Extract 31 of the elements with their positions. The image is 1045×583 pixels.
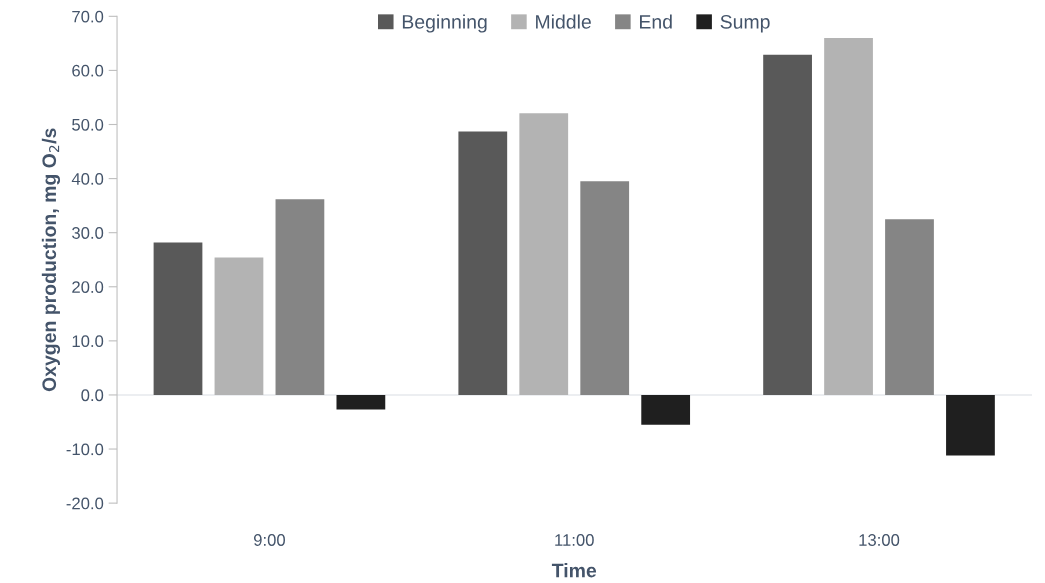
y-tick-label: 30.0	[72, 227, 104, 239]
bar	[641, 394, 691, 425]
y-tick-label: 20.0	[72, 281, 104, 293]
legend-label: Sump	[720, 14, 770, 33]
bar	[885, 219, 934, 395]
x-tick-label: 11:00	[555, 534, 594, 546]
y-tick-label: 70.0	[72, 10, 104, 23]
y-tick-label: -20.0	[66, 497, 104, 510]
x-tick-label: 9:00	[254, 534, 285, 546]
bar	[946, 394, 995, 456]
legend-label: Beginning	[402, 14, 487, 33]
bar	[458, 131, 508, 395]
bar	[275, 199, 325, 395]
x-axis-title: Time	[551, 563, 597, 578]
legend-label: Middle	[536, 14, 591, 29]
bar	[519, 113, 569, 395]
bar	[763, 54, 812, 395]
bar	[824, 37, 873, 395]
y-tick-label: 0.0	[81, 389, 104, 402]
bar	[153, 242, 203, 395]
bar	[580, 181, 630, 395]
y-axis-title: Oxygen production, mg O$_{2}$/s	[41, 128, 61, 392]
y-tick-label: 50.0	[72, 118, 104, 131]
bar	[214, 257, 264, 395]
y-tick-label: -10.0	[66, 443, 104, 456]
y-tick-label: 40.0	[71, 172, 104, 185]
x-tick-label: 13:00	[859, 534, 900, 546]
bar	[336, 394, 386, 410]
y-tick-label: 10.0	[72, 335, 104, 348]
y-tick-label: 60.0	[72, 64, 104, 77]
legend-label: End	[640, 14, 672, 29]
